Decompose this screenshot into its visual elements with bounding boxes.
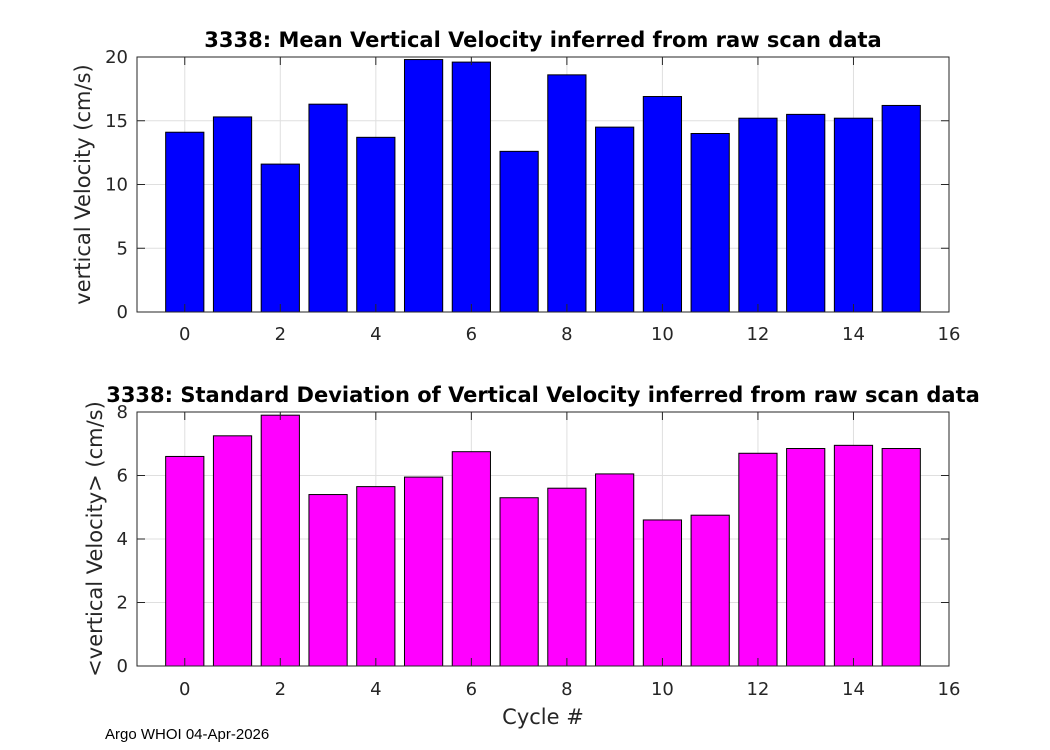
x-tick-label: 14 <box>842 324 865 345</box>
y-tick-label: 8 <box>117 402 128 423</box>
x-tick-label: 4 <box>370 679 381 700</box>
bar <box>786 113 826 313</box>
bar <box>356 486 396 667</box>
x-tick-label: 10 <box>651 324 674 345</box>
footer-credit: Argo WHOI 04-Apr-2026 <box>105 726 270 743</box>
bar <box>308 494 348 667</box>
bar <box>595 126 635 313</box>
chart-title: 3338: Standard Deviation of Vertical Vel… <box>106 383 980 407</box>
x-tick-label: 10 <box>651 679 674 700</box>
x-tick-label: 6 <box>466 679 477 700</box>
x-tick-label: 6 <box>466 324 477 345</box>
x-tick-label: 14 <box>842 679 865 700</box>
x-tick-label: 16 <box>938 324 961 345</box>
bar <box>786 448 826 667</box>
x-tick-label: 0 <box>179 679 190 700</box>
x-tick-label: 12 <box>746 679 769 700</box>
y-axis-label: <vertical Velocity> (cm/s) <box>83 401 107 677</box>
bar <box>833 117 874 313</box>
bar <box>212 435 253 667</box>
y-tick-label: 10 <box>105 175 128 196</box>
x-tick-label: 0 <box>179 324 190 345</box>
y-tick-label: 15 <box>105 111 128 132</box>
bar <box>595 473 635 667</box>
x-tick-label: 8 <box>561 324 572 345</box>
y-tick-label: 5 <box>117 238 128 259</box>
bar <box>451 61 491 313</box>
bar <box>308 103 348 313</box>
x-tick-label: 2 <box>275 324 286 345</box>
bar <box>260 414 300 667</box>
bar <box>642 519 683 667</box>
bar <box>690 133 730 313</box>
y-tick-label: 0 <box>117 302 128 323</box>
bar <box>547 74 587 313</box>
chart-mean-vertical-velocity: 0 2 4 6 8 10 12 14 16 0 5 10 15 20 3338: Mean Vertical… <box>71 28 960 345</box>
chart-title: 3338: Mean Vertical Velocity inferred fr… <box>204 28 881 52</box>
x-tick-label: 2 <box>275 679 286 700</box>
bar <box>165 455 205 667</box>
y-tick-label: 20 <box>105 47 128 68</box>
bar <box>738 452 778 667</box>
bar <box>833 444 874 667</box>
bar <box>642 96 683 313</box>
bar <box>738 117 778 313</box>
bar <box>165 131 205 313</box>
bar <box>881 104 921 313</box>
y-tick-label: 4 <box>117 529 128 550</box>
x-tick-label: 8 <box>561 679 572 700</box>
bar <box>260 163 300 313</box>
bar <box>451 451 491 667</box>
x-tick-label: 12 <box>746 324 769 345</box>
bar <box>356 136 396 313</box>
x-axis-label: Cycle # <box>502 705 584 729</box>
y-tick-label: 2 <box>117 593 128 614</box>
x-tick-label: 4 <box>370 324 381 345</box>
bar <box>499 497 539 667</box>
bar <box>881 448 921 667</box>
y-tick-label: 6 <box>117 466 128 487</box>
bar <box>403 59 444 313</box>
bar <box>547 487 587 667</box>
bar <box>403 476 444 667</box>
bar <box>212 116 253 313</box>
bar <box>690 514 730 667</box>
y-tick-label: 0 <box>117 656 128 677</box>
y-axis-label: vertical Velocity (cm/s) <box>71 64 95 304</box>
bar <box>499 150 539 313</box>
x-tick-label: 16 <box>938 679 961 700</box>
